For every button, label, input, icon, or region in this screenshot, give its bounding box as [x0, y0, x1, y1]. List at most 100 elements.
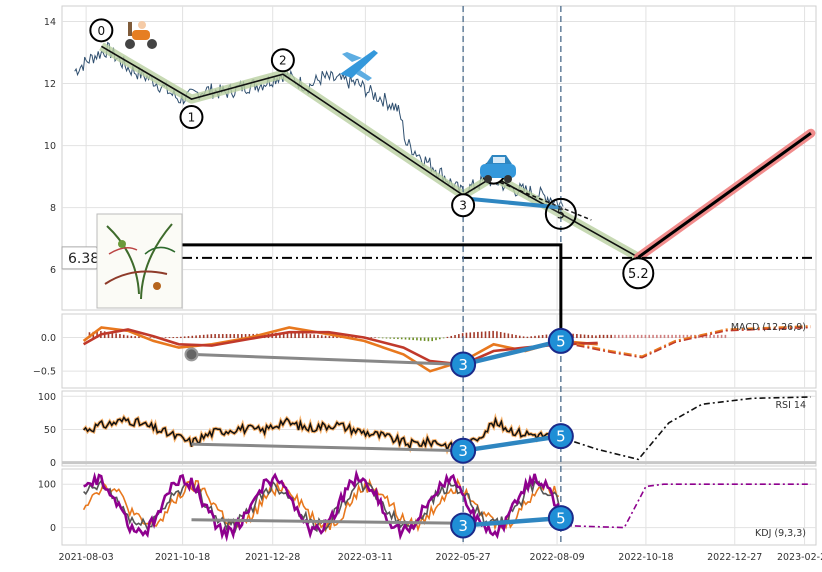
macd-histogram-bar	[248, 334, 251, 339]
macd-histogram-bar	[450, 335, 453, 339]
macd-histogram-bar	[138, 336, 140, 339]
y-tick-label: 6	[50, 265, 56, 276]
macd-histogram-bar	[416, 337, 418, 341]
kdj-gray-divergence	[191, 518, 464, 525]
macd-histogram-bar	[408, 337, 411, 340]
macd-histogram-bar	[294, 332, 296, 339]
macd-histogram-bar	[591, 335, 593, 339]
macd-histogram-bar	[461, 333, 464, 339]
wave-label-circle	[89, 18, 114, 43]
wave-label-circle	[622, 257, 655, 290]
macd-histogram-bar	[614, 334, 616, 339]
macd-histogram-bar	[218, 334, 220, 339]
price-blue-segment	[462, 196, 562, 210]
macd-histogram-bar	[595, 335, 597, 339]
macd-histogram-bar	[675, 334, 677, 339]
macd-histogram-bar	[298, 332, 300, 339]
macd-histogram-bar	[496, 331, 498, 339]
macd-histogram-bar	[107, 331, 110, 339]
connector-arrow	[182, 243, 563, 338]
macd-histogram-bar	[427, 337, 430, 342]
macd-histogram-bar	[225, 334, 228, 339]
marker-circle-kdj	[547, 505, 574, 532]
macd-histogram-bar	[164, 337, 167, 339]
macd-histogram-bar	[412, 337, 414, 341]
macd-histogram-bar	[697, 334, 700, 339]
macd-histogram-bar	[229, 334, 232, 339]
macd-histogram-bar	[279, 332, 281, 339]
macd-histogram-bar	[210, 334, 213, 339]
macd-histogram-bar	[126, 335, 129, 339]
price-series-line	[74, 41, 564, 210]
macd-histogram-bar	[176, 336, 178, 339]
macd-histogram-bar	[682, 334, 685, 339]
y-tick-label: 0.0	[41, 333, 56, 344]
macd-histogram-bar	[686, 334, 689, 339]
macd-histogram-bar	[423, 337, 426, 341]
projection-line	[637, 131, 812, 259]
macd-histogram-bar	[191, 335, 194, 339]
macd-histogram-bar	[640, 334, 643, 339]
marker-label-rsi-3: 3	[458, 442, 468, 460]
icon-layer	[96, 21, 516, 309]
rsi-projection-line	[560, 396, 811, 461]
macd-histogram-bar	[484, 331, 487, 339]
macd-blue-divergence	[462, 338, 562, 367]
macd-histogram-bar	[629, 334, 632, 339]
y-tick-label: 14	[44, 17, 56, 28]
macd-histogram-bar	[667, 334, 670, 339]
macd-histogram-bar	[351, 336, 354, 339]
macd-gray-divergence	[191, 352, 464, 366]
marker-label-rsi-5: 5	[556, 428, 566, 446]
macd-histogram-bar	[119, 334, 121, 339]
macd-histogram-bar	[465, 332, 468, 339]
macd-histogram-bar	[199, 335, 201, 339]
x-tick-label: 2022-08-09	[529, 552, 584, 563]
marker-circle-macd	[450, 351, 477, 378]
macd-histogram-bar	[400, 337, 403, 340]
macd-histogram-bar	[111, 332, 114, 339]
x-tick-label: 2021-08-03	[59, 552, 114, 563]
wave-label-5-2: 5.2	[628, 267, 649, 282]
macd-histogram-bar	[576, 334, 578, 339]
macd-histogram-bar	[621, 334, 624, 339]
y-tick-label: 10	[44, 141, 56, 152]
macd-histogram-bar	[671, 334, 673, 339]
macd-histogram-bar	[644, 334, 647, 339]
macd-histogram-bar	[587, 334, 590, 339]
marker-circle-rsi	[547, 423, 574, 450]
macd-histogram-bar	[404, 337, 407, 340]
marker-circle-rsi	[450, 437, 477, 464]
macd-histogram-bar	[499, 332, 502, 339]
macd-projection-line	[560, 325, 811, 358]
macd-histogram-bar	[659, 334, 662, 339]
macd-histogram-bar	[617, 334, 620, 339]
x-tick-label: 2022-03-11	[338, 552, 393, 563]
marker-label-macd-3: 3	[458, 356, 468, 374]
macd-histogram-bar	[290, 332, 293, 339]
macd-histogram-bar	[720, 334, 723, 339]
macd-histogram-bar	[705, 334, 708, 339]
macd-histogram-bar	[149, 337, 152, 339]
x-tick-label: 2023-02-20	[777, 552, 822, 563]
x-tick-label: 2021-12-28	[245, 552, 300, 563]
macd-histogram-bar	[606, 334, 609, 339]
macd-histogram-bar	[393, 337, 395, 339]
macd-histogram-bar	[477, 331, 479, 339]
y-tick-label: 0	[50, 458, 56, 469]
macd-histogram-bar	[389, 337, 392, 339]
wave-label-3: 3	[459, 199, 467, 213]
macd-histogram-bar	[233, 334, 235, 339]
macd-histogram-bar	[652, 334, 654, 339]
airplane-icon	[340, 50, 378, 81]
macd-histogram-bar	[324, 335, 327, 339]
macd-histogram-bar	[648, 334, 651, 339]
panel-frame-price	[61, 5, 817, 311]
price-dotted-line	[493, 179, 592, 221]
macd-histogram-bar	[526, 336, 529, 339]
macd-histogram-bar	[96, 331, 98, 339]
macd-histogram-bar	[183, 336, 186, 339]
macd-histogram-bar	[286, 332, 289, 339]
